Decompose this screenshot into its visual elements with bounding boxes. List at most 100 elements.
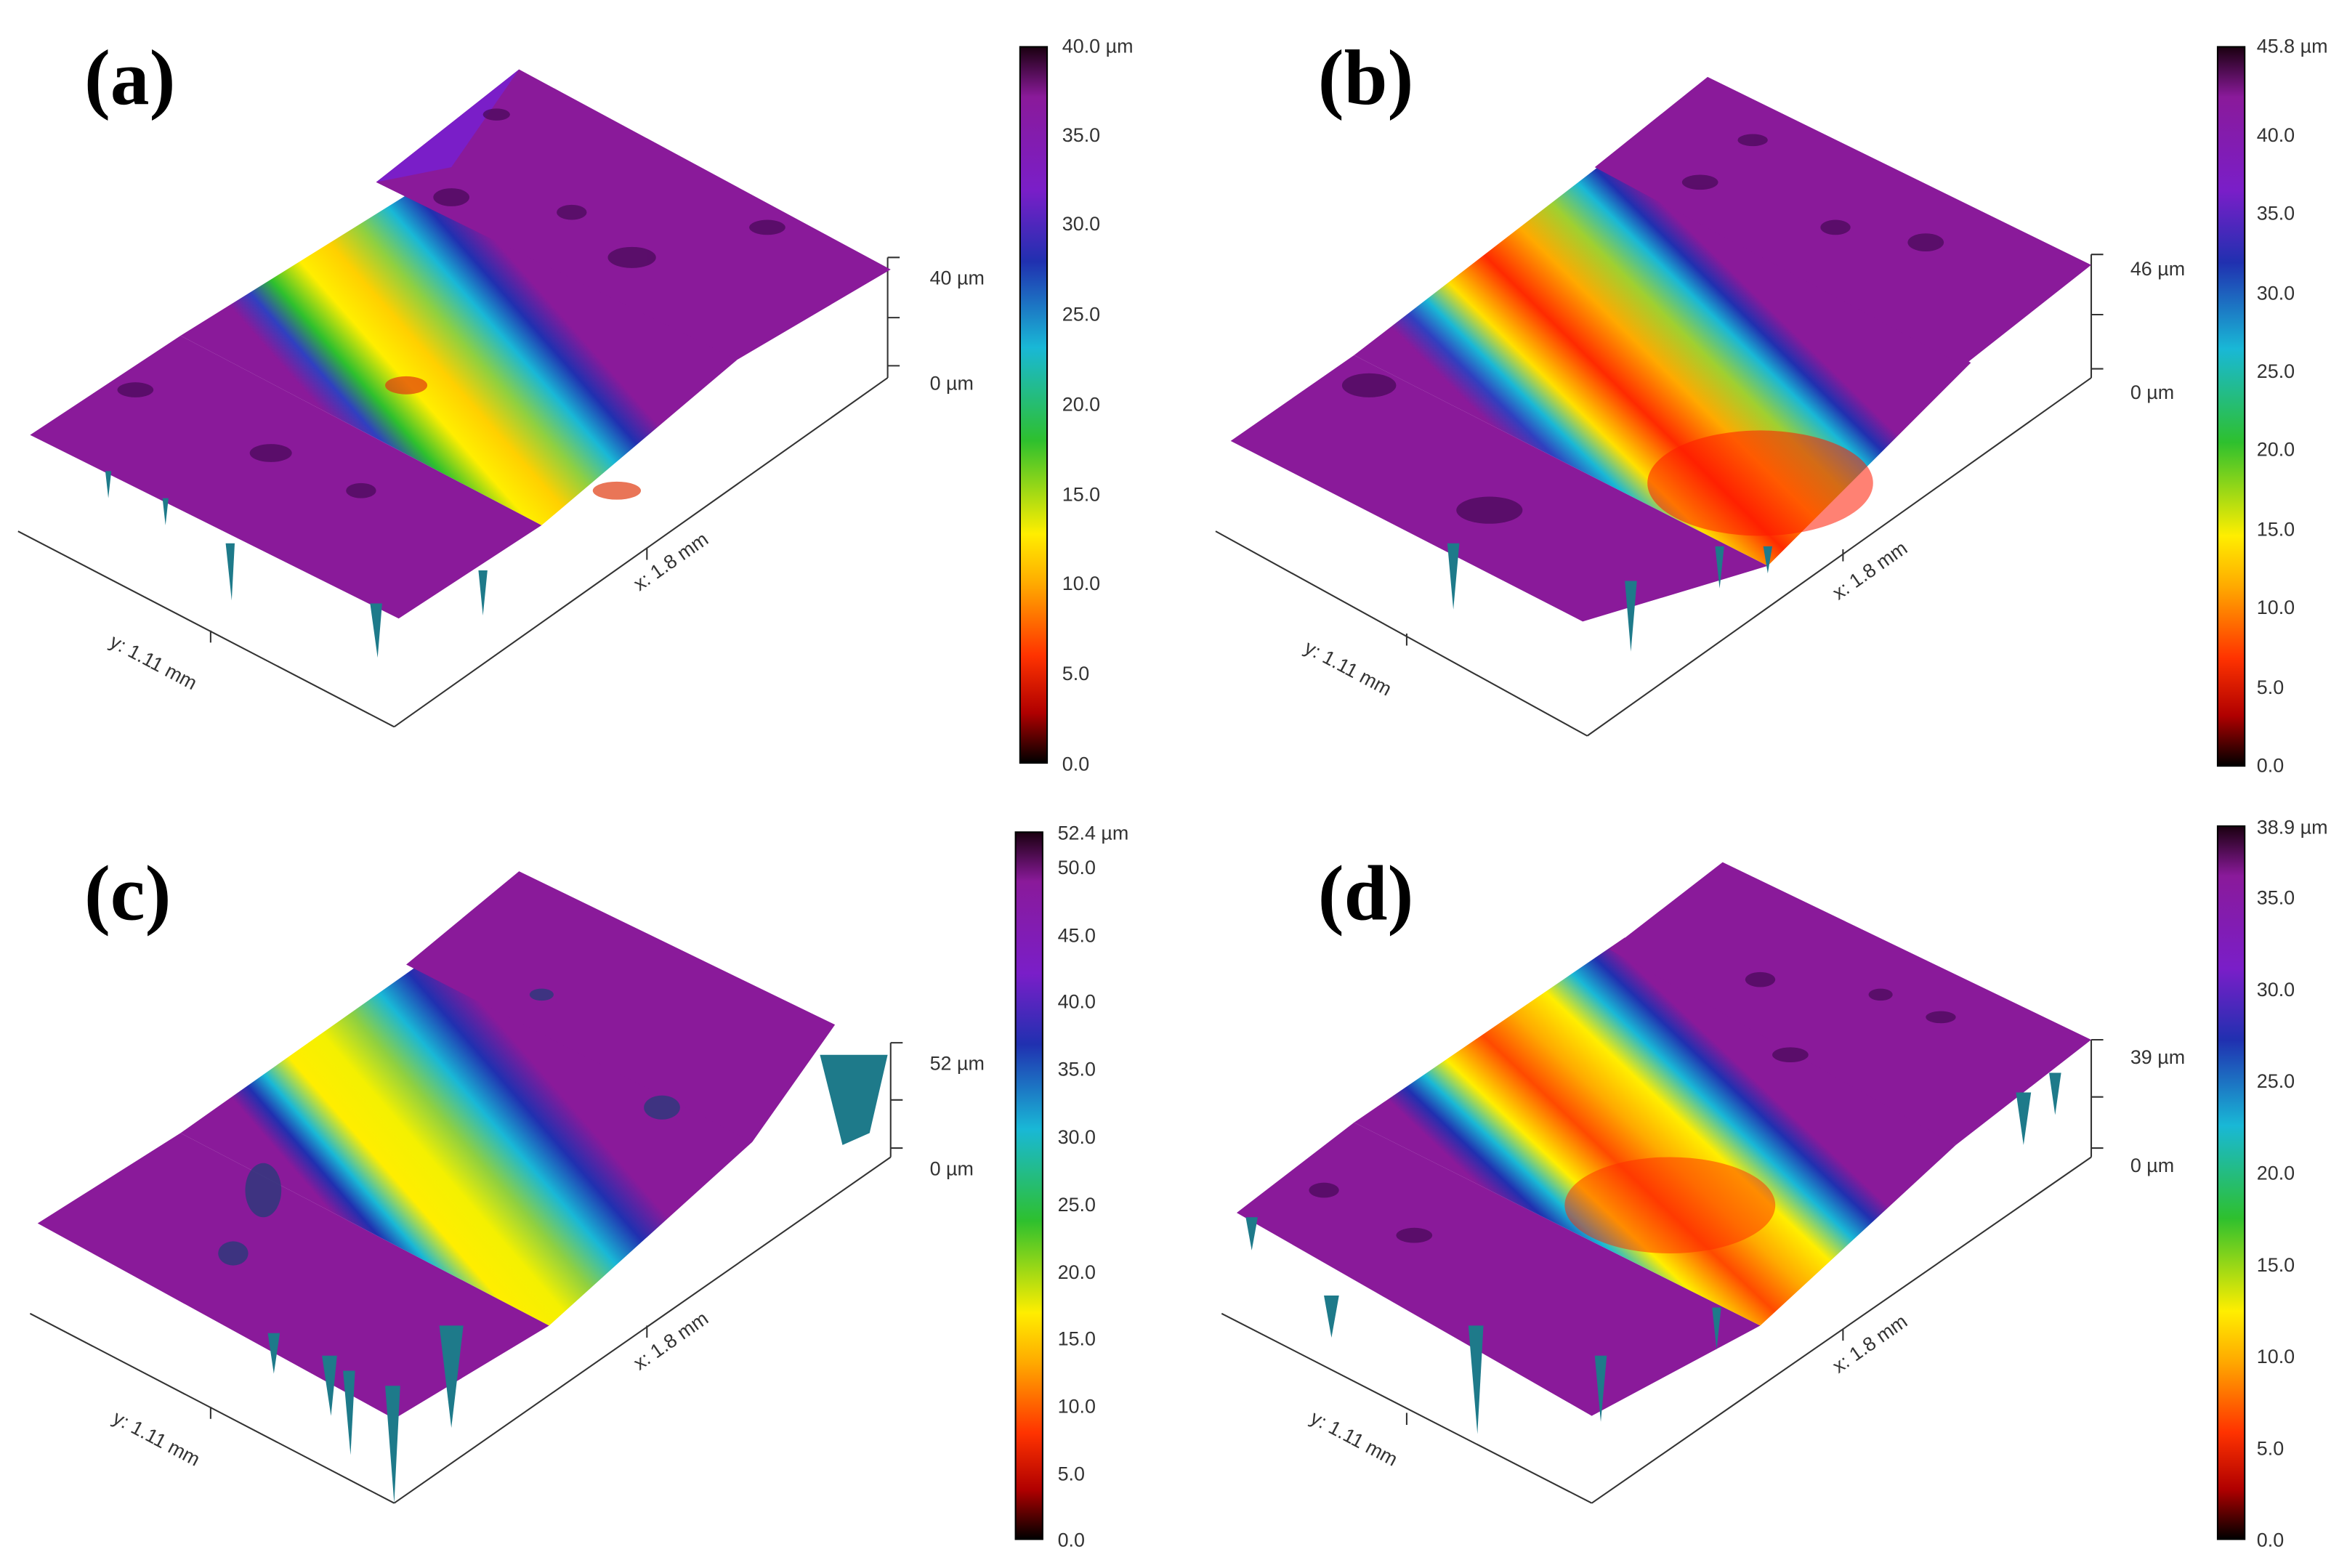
x-axis-label: x: 1.8 mm bbox=[1828, 537, 1911, 604]
surface-front-plateau bbox=[30, 335, 542, 619]
axis-frame bbox=[17, 256, 900, 728]
colorbar-tick: 40.0 bbox=[2257, 124, 2295, 146]
colorbar-ticks: 35.0 30.0 25.0 20.0 15.0 10.0 5.0 0.0 bbox=[2257, 887, 2295, 1551]
colorbar-tick: 30.0 bbox=[2257, 282, 2295, 304]
surface-plot bbox=[30, 69, 891, 658]
y-axis-label: y: 1.11 mm bbox=[1307, 1407, 1402, 1471]
colorbar-tick: 35.0 bbox=[1062, 124, 1100, 146]
surface-front-plateau bbox=[37, 1133, 549, 1419]
surface-front-plateau bbox=[1230, 355, 1768, 622]
colorbar-ticks: 40.0 35.0 30.0 25.0 20.0 15.0 10.0 5.0 0… bbox=[2257, 124, 2295, 777]
colorbar-tick: 0.0 bbox=[1062, 753, 1089, 775]
colorbar-gradient bbox=[1019, 46, 1049, 764]
colorbar-gradient bbox=[1014, 831, 1043, 1540]
colorbar-ticks: 35.0 30.0 25.0 20.0 15.0 10.0 5.0 0.0 bbox=[1062, 124, 1100, 775]
colorbar-tick: 5.0 bbox=[1058, 1463, 1085, 1485]
colorbar-tick: 10.0 bbox=[2257, 597, 2295, 618]
surface-groove bbox=[1354, 937, 1956, 1326]
colorbar-tick: 25.0 bbox=[1062, 303, 1100, 325]
colorbar-max-label: 45.8 µm bbox=[2257, 36, 2328, 57]
z-axis-bottom-label: 0 µm bbox=[2130, 381, 2174, 403]
colorbar-tick: 20.0 bbox=[1058, 1261, 1096, 1283]
z-axis-top-label: 39 µm bbox=[2130, 1046, 2185, 1068]
z-axis-bottom-label: 0 µm bbox=[930, 1157, 974, 1179]
colorbar-max-label: 38.9 µm bbox=[2257, 816, 2328, 838]
colorbar-tick: 30.0 bbox=[1058, 1126, 1096, 1148]
z-axis-bottom-label: 0 µm bbox=[2130, 1155, 2174, 1176]
colorbar-tick: 40.0 bbox=[1058, 991, 1096, 1013]
surface-red-patches bbox=[1647, 430, 1873, 536]
colorbar-max-label: 40.0 µm bbox=[1062, 36, 1134, 57]
surface-back-plateau bbox=[1609, 862, 2092, 1145]
colorbar-tick: 25.0 bbox=[1058, 1194, 1096, 1216]
surface-back-plateau bbox=[376, 69, 891, 360]
z-axis-top-label: 46 µm bbox=[2130, 258, 2185, 280]
colorbar: 52.4 µm 50.0 45.0 40.0 35.0 30.0 25.0 20… bbox=[1014, 823, 1129, 1551]
colorbar-tick: 35.0 bbox=[1058, 1059, 1096, 1080]
colorbar-tick: 45.0 bbox=[1058, 924, 1096, 946]
colorbar-tick: 10.0 bbox=[2257, 1346, 2295, 1367]
colorbar-tick: 20.0 bbox=[2257, 1163, 2295, 1184]
surface-groove bbox=[180, 167, 738, 525]
colorbar-tick: 0.0 bbox=[1058, 1529, 1085, 1551]
colorbar-tick: 30.0 bbox=[1062, 213, 1100, 235]
surface-red-patches bbox=[385, 376, 642, 500]
colorbar-tick: 15.0 bbox=[2257, 518, 2295, 540]
colorbar-tick: 15.0 bbox=[1062, 484, 1100, 506]
axis-frame bbox=[1215, 254, 2104, 737]
axis-frame bbox=[1221, 1038, 2104, 1504]
surface-defects bbox=[1309, 971, 1956, 1243]
colorbar-gradient bbox=[2216, 825, 2246, 1540]
surface-front-plateau bbox=[1236, 1122, 1761, 1416]
panel-label: (b) bbox=[1318, 35, 1414, 121]
colorbar-tick: 20.0 bbox=[2257, 439, 2295, 461]
y-axis-label: y: 1.11 mm bbox=[1301, 637, 1395, 700]
panel-label: (d) bbox=[1318, 850, 1414, 937]
surface-plot bbox=[1236, 862, 2092, 1434]
surface-defects bbox=[1341, 134, 1944, 524]
panel-d: (d) bbox=[1221, 816, 2328, 1551]
surface-red-patches bbox=[1564, 1157, 1776, 1253]
panel-a: (a) bbox=[17, 35, 1134, 775]
colorbar-tick: 5.0 bbox=[1062, 663, 1089, 684]
colorbar-tick: 0.0 bbox=[2257, 1529, 2284, 1551]
colorbar-tick: 0.0 bbox=[2257, 754, 2284, 776]
colorbar-tick: 20.0 bbox=[1062, 394, 1100, 416]
surface-plot bbox=[1230, 76, 2092, 652]
surface-spikes bbox=[1245, 1072, 2061, 1434]
colorbar-tick: 50.0 bbox=[1058, 857, 1096, 878]
colorbar-tick: 5.0 bbox=[2257, 676, 2284, 698]
colorbar-tick: 15.0 bbox=[2257, 1254, 2295, 1276]
z-axis-top-label: 52 µm bbox=[930, 1052, 985, 1074]
colorbar-tick: 35.0 bbox=[2257, 887, 2295, 909]
colorbar: 38.9 µm 35.0 30.0 25.0 20.0 15.0 10.0 5.… bbox=[2216, 816, 2328, 1551]
x-axis-label: x: 1.8 mm bbox=[629, 1307, 712, 1374]
surface-back-plateau bbox=[406, 871, 836, 1142]
colorbar: 45.8 µm 40.0 35.0 30.0 25.0 20.0 15.0 10… bbox=[2216, 36, 2328, 777]
colorbar-tick: 25.0 bbox=[2257, 360, 2295, 382]
colorbar-max-label: 52.4 µm bbox=[1058, 823, 1129, 844]
colorbar: 40.0 µm 35.0 30.0 25.0 20.0 15.0 10.0 5.… bbox=[1019, 36, 1134, 775]
colorbar-gradient bbox=[2216, 46, 2246, 767]
colorbar-tick: 30.0 bbox=[2257, 979, 2295, 1001]
colorbar-tick: 10.0 bbox=[1058, 1395, 1096, 1417]
colorbar-ticks: 50.0 45.0 40.0 35.0 30.0 25.0 20.0 15.0 … bbox=[1058, 857, 1096, 1551]
colorbar-tick: 10.0 bbox=[1062, 573, 1100, 594]
surface-defects bbox=[218, 988, 680, 1266]
surface-defects bbox=[117, 108, 785, 498]
surface-plot bbox=[37, 871, 888, 1503]
panel-label: (c) bbox=[84, 850, 171, 937]
panel-label: (a) bbox=[84, 35, 176, 121]
z-axis-top-label: 40 µm bbox=[930, 267, 985, 289]
surface-groove bbox=[180, 952, 753, 1326]
x-axis-label: x: 1.8 mm bbox=[629, 528, 712, 595]
panel-b: (b) bbox=[1215, 35, 2328, 777]
x-axis-label: x: 1.8 mm bbox=[1828, 1310, 1911, 1377]
colorbar-tick: 5.0 bbox=[2257, 1437, 2284, 1459]
y-axis-label: y: 1.11 mm bbox=[109, 1407, 203, 1471]
colorbar-tick: 15.0 bbox=[1058, 1327, 1096, 1349]
z-axis-bottom-label: 0 µm bbox=[930, 373, 974, 395]
colorbar-tick: 25.0 bbox=[2257, 1070, 2295, 1092]
surface-back-edge bbox=[376, 69, 520, 182]
